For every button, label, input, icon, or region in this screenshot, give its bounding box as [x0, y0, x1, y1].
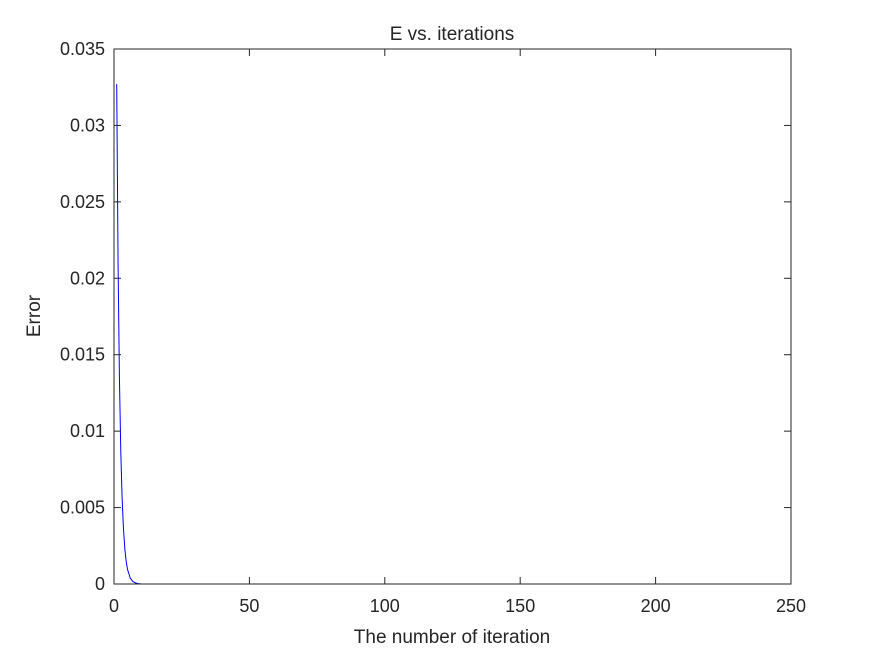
- x-axis-label: The number of iteration: [354, 627, 550, 648]
- y-tick-label: 0.01: [70, 421, 105, 441]
- x-tick-label: 200: [641, 596, 671, 616]
- y-axis-label: Error: [24, 294, 45, 337]
- y-tick-label: 0.025: [60, 192, 105, 212]
- y-tick-label: 0.035: [60, 39, 105, 59]
- axes-background: [114, 49, 791, 584]
- x-ticks: 0 50 100 150 200 250: [109, 49, 806, 616]
- x-tick-label: 100: [370, 596, 400, 616]
- chart-title: E vs. iterations: [390, 24, 515, 45]
- axes-box: [113, 48, 792, 585]
- y-tick-label: 0.02: [70, 268, 105, 288]
- plot-area: [114, 49, 791, 584]
- y-tick-label: 0.005: [60, 498, 105, 518]
- x-tick-label: 50: [239, 596, 259, 616]
- x-tick-label: 150: [505, 596, 535, 616]
- y-tick-label: 0: [95, 574, 105, 594]
- y-ticks: 0 0.005 0.01 0.015 0.02 0.025 0.03 0.035: [60, 39, 791, 594]
- y-tick-label: 0.03: [70, 115, 105, 135]
- y-tick-label: 0.015: [60, 345, 105, 365]
- x-tick-label: 250: [776, 596, 806, 616]
- x-tick-label: 0: [109, 596, 119, 616]
